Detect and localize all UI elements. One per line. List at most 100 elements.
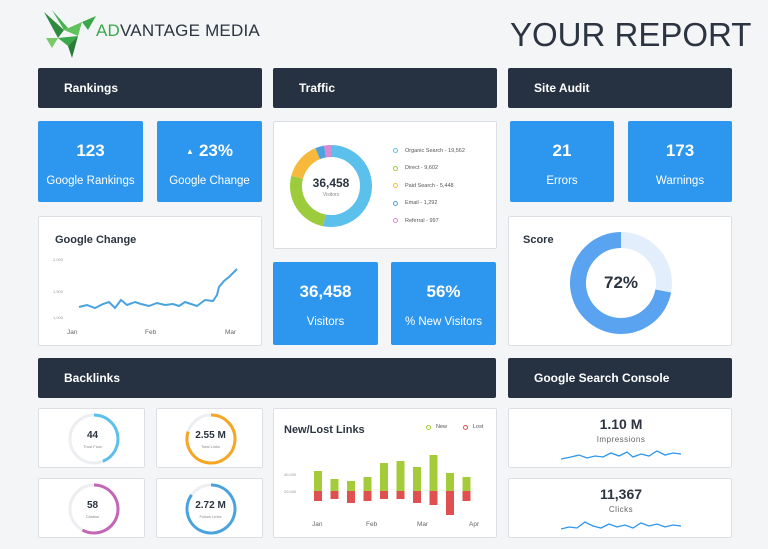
impressions-card: 1.10 M Impressions (508, 408, 732, 468)
google-change-chart-title: Google Change (55, 234, 137, 246)
y-label: 1,500 (53, 289, 64, 294)
legend-label: Paid Search - 5,448 (405, 182, 454, 189)
section-header-gsc: Google Search Console (508, 358, 732, 398)
score-arc (570, 232, 672, 334)
brand-prefix: AD (96, 21, 121, 40)
google-change-line (78, 268, 238, 310)
legend-label: Organic Search - 19,562 (405, 147, 465, 154)
lost-bar (314, 491, 322, 501)
traffic-legend: Organic Search - 19,562 Direct - 9,602 Pai… (393, 146, 493, 234)
clicks-sparkline (561, 521, 681, 530)
section-header-rankings: Rankings (38, 68, 262, 108)
warnings-label: Warnings (655, 175, 705, 187)
new-bar (380, 463, 388, 491)
x-label: Mar (417, 521, 429, 528)
follow-links-value: 2.72 M (195, 500, 226, 511)
new-legend-swatch (426, 425, 431, 430)
legend-item: Email - 1,292 (393, 199, 493, 208)
google-change-tile: ▲ 23% Google Change (157, 121, 262, 202)
section-header-site-audit: Site Audit (508, 68, 732, 108)
follow-links-card: 2.72 M Follow Links (156, 478, 263, 538)
new-bar (429, 455, 438, 491)
new-lost-links-bar-chart (314, 455, 471, 515)
x-label: Mar (225, 329, 237, 336)
new-lost-links-card: New/Lost Links New Lost 40,000 20,000 Ja… (273, 408, 497, 538)
traffic-slice (290, 175, 326, 227)
new-bar (363, 477, 372, 491)
lost-bar (413, 491, 421, 503)
new-bar (396, 461, 405, 491)
new-lost-links-title: New/Lost Links (284, 424, 365, 436)
citation-label: Citation (85, 514, 100, 519)
google-change-value: 23% (198, 141, 233, 160)
score-card: Score 72% (508, 216, 732, 346)
new-visitors-tile: 56% % New Visitors (391, 262, 496, 345)
ring-arc (93, 413, 120, 463)
new-legend-label: New (436, 424, 448, 430)
traffic-donut-label: Visitors (322, 192, 340, 198)
new-visitors-label: % New Visitors (404, 316, 483, 328)
lost-bar (462, 491, 471, 501)
clicks-card: 11,367 Clicks (508, 478, 732, 538)
trust-flow-card: 44 Trust Flow (38, 408, 145, 468)
visitors-value: 36,458 (299, 282, 352, 301)
lost-bar (330, 491, 339, 499)
lost-bar (429, 491, 438, 505)
impressions-value: 1.10 M (599, 416, 643, 432)
impressions-label: Impressions (596, 435, 646, 444)
x-label: Jan (67, 329, 78, 336)
ring-arc (185, 483, 237, 535)
traffic-sources-card: 36,458 Visitors Organic Search - 19,562 D… (273, 121, 497, 249)
legend-swatch (393, 165, 398, 171)
score-value: 72% (603, 273, 639, 292)
follow-links-ring (185, 483, 237, 535)
visitors-tile: 36,458 Visitors (273, 262, 378, 345)
lost-bar (363, 491, 372, 501)
lost-bar (380, 491, 388, 499)
citation-card: 58 Citation (38, 478, 145, 538)
new-bar (347, 481, 355, 491)
legend-swatch (393, 218, 398, 223)
new-bar (330, 479, 339, 491)
google-rankings-tile: 123 Google Rankings (38, 121, 143, 202)
traffic-slice (323, 145, 372, 227)
new-bar (413, 467, 421, 491)
traffic-donut-value: 36,458 (312, 176, 350, 190)
new-visitors-value: 56% (426, 282, 461, 301)
lost-bar (396, 491, 405, 499)
lost-bar (446, 491, 454, 515)
trust-flow-label: Trust Flow (83, 444, 102, 449)
legend-swatch (393, 148, 398, 153)
y-label: 1,000 (53, 315, 64, 320)
google-rankings-label: Google Rankings (46, 175, 135, 187)
citation-ring (68, 483, 120, 535)
new-bar (446, 473, 454, 491)
ring-arc (185, 413, 237, 465)
x-label: Apr (469, 521, 480, 528)
report-title: YOUR REPORT (510, 16, 752, 53)
citation-value: 58 (86, 500, 99, 511)
traffic-slice (291, 148, 321, 180)
legend-item: Referral - 997 (393, 216, 493, 225)
traffic-slice (315, 145, 327, 160)
traffic-slice (324, 145, 332, 158)
total-links-label: Total Links (201, 444, 220, 449)
visitors-label: Visitors (306, 316, 345, 328)
legend-label: Direct - 9,602 (405, 165, 439, 171)
score-title: Score (523, 234, 554, 246)
google-rankings-value: 123 (76, 141, 105, 160)
y-label: 20,000 (284, 489, 297, 494)
legend-label: Referral - 997 (405, 217, 439, 224)
trust-flow-value: 44 (86, 430, 99, 441)
section-header-traffic: Traffic (273, 68, 497, 108)
x-label: Feb (145, 329, 157, 336)
clicks-value: 11,367 (599, 486, 643, 502)
warnings-tile: 173 Warnings (628, 121, 732, 202)
total-links-value: 2.55 M (195, 430, 226, 441)
errors-tile: 21 Errors (510, 121, 614, 202)
legend-label: Email - 1,292 (405, 200, 438, 206)
section-header-backlinks: Backlinks (38, 358, 496, 398)
lost-bar (347, 491, 355, 503)
y-label: 2,000 (53, 257, 64, 262)
errors-value: 21 (552, 141, 572, 160)
